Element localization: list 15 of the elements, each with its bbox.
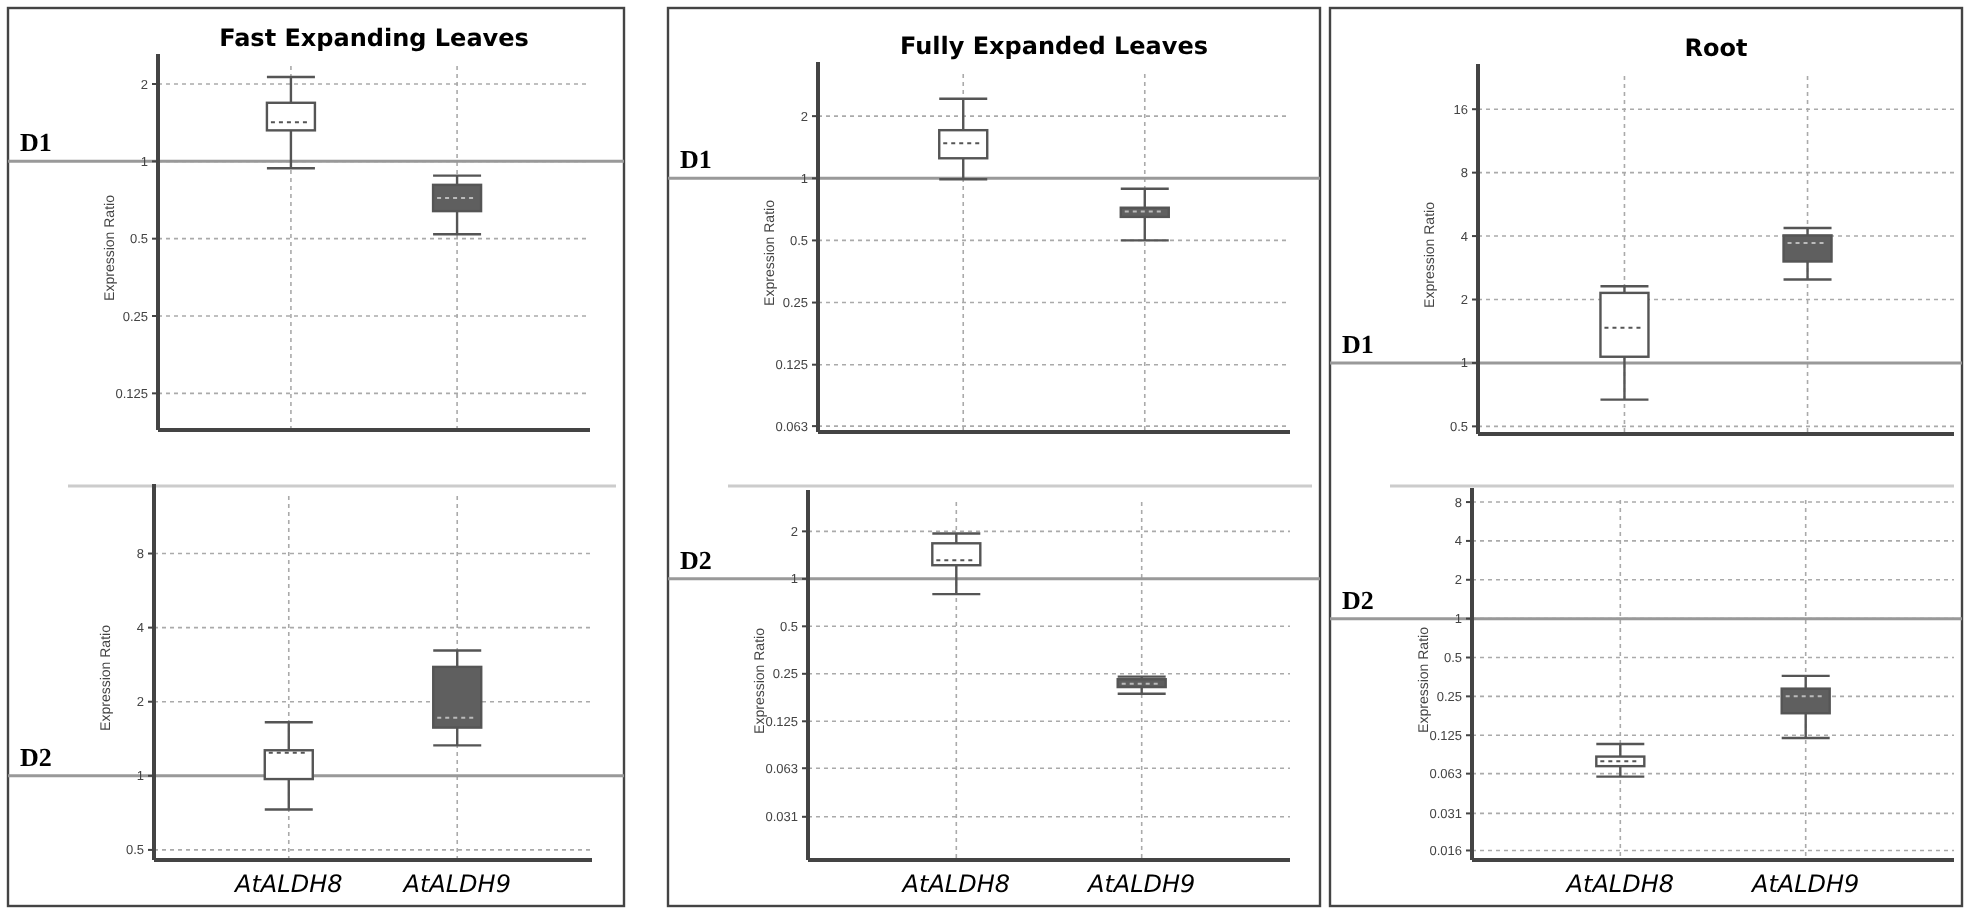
x-tick-label: AtALDH9 [1749,870,1860,898]
x-tick-label: AtALDH8 [233,870,344,898]
ref-line-label: D1 [20,127,52,158]
chart-title: Fully Expanded Leaves [899,32,1209,60]
ref-line-label: D2 [20,741,52,772]
ref-line-label: D1 [680,144,712,175]
x-tick-label: AtALDH9 [1085,870,1196,898]
ref-line-label: D1 [1342,328,1374,359]
x-tick-label: AtALDH8 [1564,870,1675,898]
chart-title: Fast Expanding Leaves [219,24,529,52]
ref-line-label: D2 [680,544,712,575]
ref-line-label: D2 [1342,584,1374,615]
chart-title: Root [1684,34,1748,62]
x-tick-label: AtALDH9 [401,870,511,898]
x-tick-label: AtALDH8 [900,870,1011,898]
